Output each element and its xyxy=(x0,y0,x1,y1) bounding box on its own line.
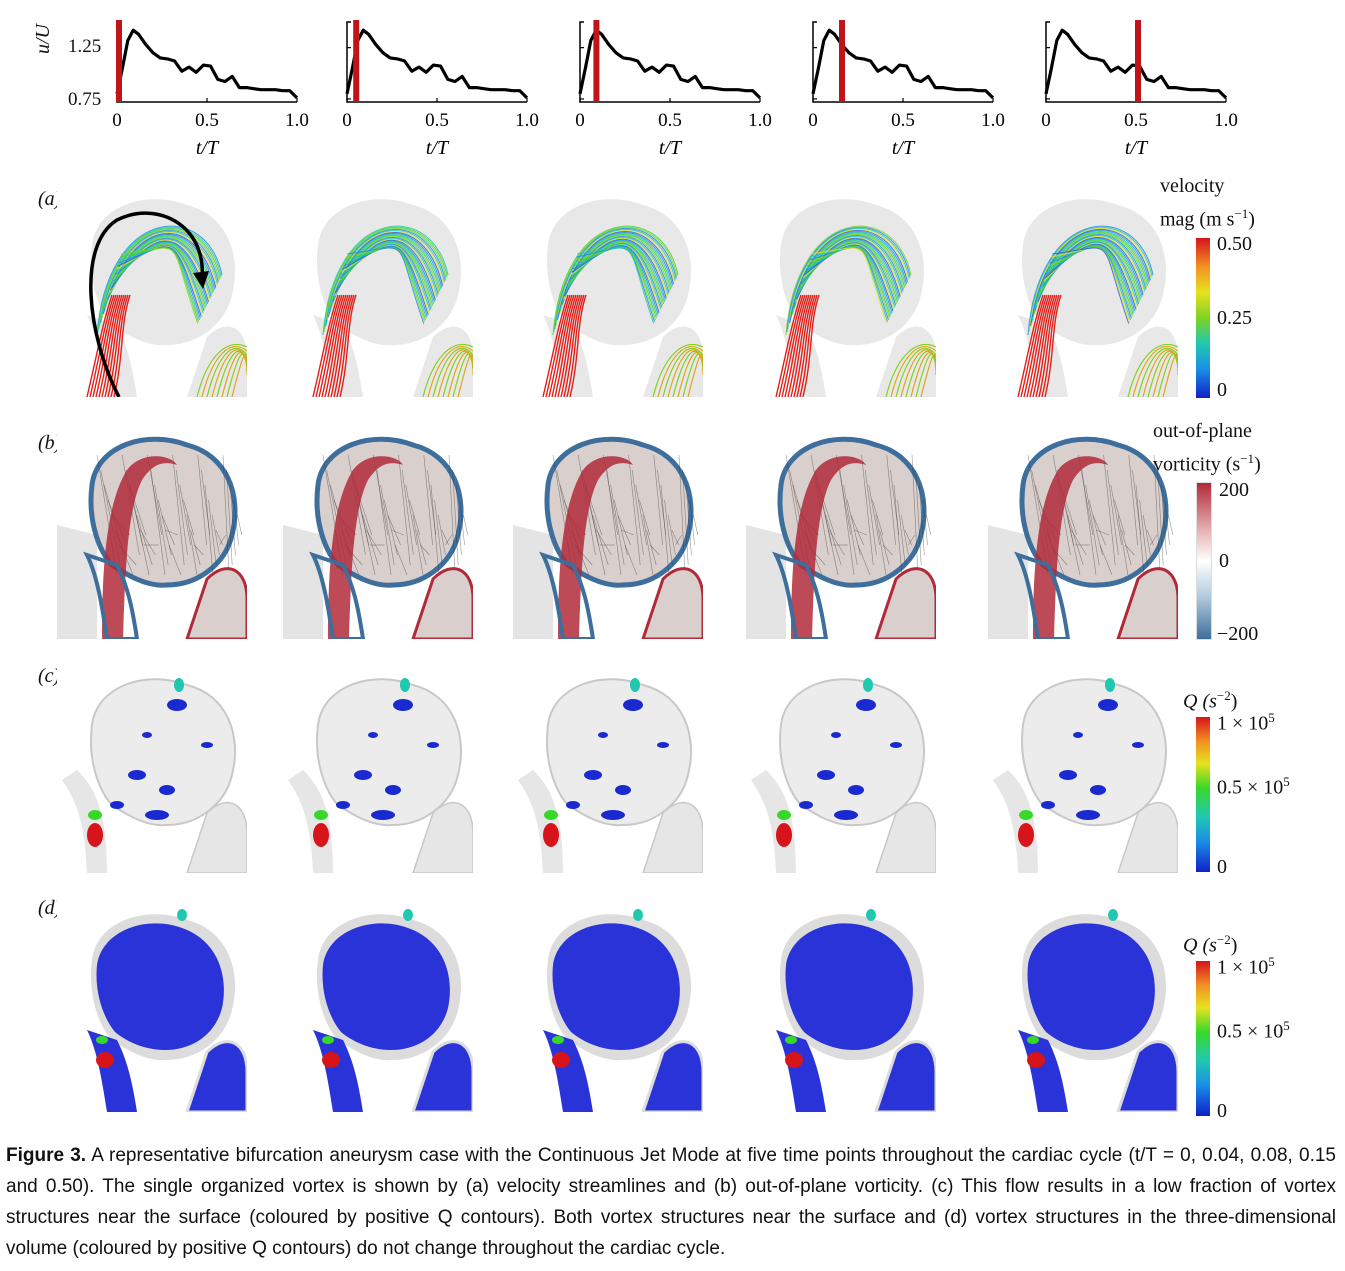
simulation-panel-a-2 xyxy=(283,185,473,397)
colorbar-vorticity xyxy=(1196,482,1212,640)
waveform-x-tick-label: 0 xyxy=(575,110,585,131)
simulation-panel-b-5 xyxy=(988,425,1178,639)
waveform-x-label: t/T xyxy=(1125,137,1149,159)
row-label-b: (b) xyxy=(38,432,62,454)
simulation-panel-c-1 xyxy=(57,665,247,873)
colorbar-b-tick-mid: 0 xyxy=(1219,550,1229,572)
colorbar-q-c xyxy=(1196,717,1210,872)
waveform-x-tick-label: 0 xyxy=(1041,110,1051,131)
colorbar-d-tick-min: 0 xyxy=(1217,1100,1227,1122)
simulation-panel-c-2 xyxy=(283,665,473,873)
waveform-panel: 0 0.5 1.0 t/T xyxy=(575,20,772,159)
colorbar-velocity xyxy=(1196,238,1210,398)
simulation-panel-a-4 xyxy=(746,185,936,397)
waveform-panel: 0 0.5 1.0 t/T xyxy=(112,20,309,159)
waveform-y-tick-high: 1.25 xyxy=(68,36,102,57)
waveform-x-tick-label: 1.0 xyxy=(1214,110,1238,131)
caption-label: Figure 3. xyxy=(6,1145,87,1166)
waveform-x-label: t/T xyxy=(892,137,916,159)
figure-caption: Figure 3. A representative bifurcation a… xyxy=(6,1140,1336,1264)
time-marker xyxy=(353,20,360,102)
row-label-c: (c) xyxy=(38,665,61,687)
colorbar-b-tick-max: 200 xyxy=(1219,479,1249,501)
waveform-x-tick-label: 1.0 xyxy=(285,110,309,131)
colorbar-c-tick-min: 0 xyxy=(1217,856,1227,878)
colorbar-a-tick-max: 0.50 xyxy=(1217,233,1252,255)
waveform-y-label: u/U xyxy=(32,24,54,54)
time-marker xyxy=(593,20,600,102)
simulation-panel-b-4 xyxy=(746,425,936,639)
simulation-panel-d-2 xyxy=(283,900,473,1112)
simulation-panel-c-4 xyxy=(746,665,936,873)
row-label-d: (d) xyxy=(38,897,62,919)
colorbar-c-tick-mid: 0.5 × 105 xyxy=(1217,774,1290,799)
waveform-curve xyxy=(578,28,762,100)
waveform-panel: 0 0.5 1.0 t/T xyxy=(808,20,1005,159)
simulation-panel-c-5 xyxy=(988,665,1178,873)
waveform-x-label: t/T xyxy=(659,137,683,159)
simulation-panel-d-4 xyxy=(746,900,936,1112)
waveform-curve xyxy=(811,28,995,100)
simulation-panel-d-1 xyxy=(57,900,247,1112)
colorbar-d-tick-max: 1 × 105 xyxy=(1217,954,1275,979)
waveform-curve xyxy=(115,28,299,100)
waveform-strip: 0 0.5 1.0 t/T 0 0.5 1.0 t/T 0 0.5 1.0 t/T 0 0.5 1.0 t/T… xyxy=(112,20,1238,159)
colorbar-c-tick-max: 1 × 105 xyxy=(1217,710,1275,735)
waveform-x-label: t/T xyxy=(196,137,220,159)
simulation-panel-b-3 xyxy=(513,425,703,639)
waveform-x-tick-label: 1.0 xyxy=(748,110,772,131)
waveform-y-tick-low: 0.75 xyxy=(68,89,102,110)
waveform-x-tick-label: 0.5 xyxy=(195,110,219,131)
waveform-panel: 0 0.5 1.0 t/T xyxy=(1041,20,1238,159)
colorbar-q-d xyxy=(1196,961,1210,1116)
colorbar-title-b: out-of-plane vorticity (s−1) xyxy=(1153,420,1261,476)
waveform-panel: 0 0.5 1.0 t/T xyxy=(342,20,539,159)
waveform-x-tick-label: 0.5 xyxy=(891,110,915,131)
waveform-x-label: t/T xyxy=(426,137,450,159)
time-marker xyxy=(1135,20,1141,102)
simulation-panel-a-3 xyxy=(513,185,703,397)
waveform-x-tick-label: 0 xyxy=(112,110,122,131)
waveform-x-tick-label: 1.0 xyxy=(981,110,1005,131)
simulation-panel-a-1 xyxy=(57,185,247,397)
row-label-a: (a) xyxy=(38,188,62,210)
simulation-panel-b-1 xyxy=(57,425,247,639)
time-marker xyxy=(116,20,122,102)
colorbar-a-tick-mid: 0.25 xyxy=(1217,307,1252,329)
waveform-x-tick-label: 0 xyxy=(808,110,818,131)
caption-text: A representative bifurcation aneurysm ca… xyxy=(6,1145,1336,1259)
waveform-x-tick-label: 1.0 xyxy=(515,110,539,131)
time-marker xyxy=(839,20,845,102)
waveform-x-tick-label: 0.5 xyxy=(658,110,682,131)
simulation-panel-d-3 xyxy=(513,900,703,1112)
waveform-curve xyxy=(1044,28,1228,100)
simulation-panel-d-5 xyxy=(988,900,1178,1112)
colorbar-title-d: Q (s−2) xyxy=(1183,932,1238,957)
colorbar-d-tick-mid: 0.5 × 105 xyxy=(1217,1018,1290,1043)
waveform-x-tick-label: 0.5 xyxy=(1124,110,1148,131)
simulation-panel-a-5 xyxy=(988,185,1178,397)
colorbar-b-tick-min: −200 xyxy=(1217,623,1259,645)
simulation-panel-c-3 xyxy=(513,665,703,873)
waveform-curve xyxy=(345,28,529,100)
colorbar-a-tick-min: 0 xyxy=(1217,379,1227,401)
colorbar-title-a: velocity mag (m s−1) xyxy=(1160,175,1255,231)
waveform-x-tick-label: 0 xyxy=(342,110,352,131)
waveform-x-tick-label: 0.5 xyxy=(425,110,449,131)
colorbar-title-c: Q (s−2) xyxy=(1183,688,1238,713)
simulation-panel-b-2 xyxy=(283,425,473,639)
